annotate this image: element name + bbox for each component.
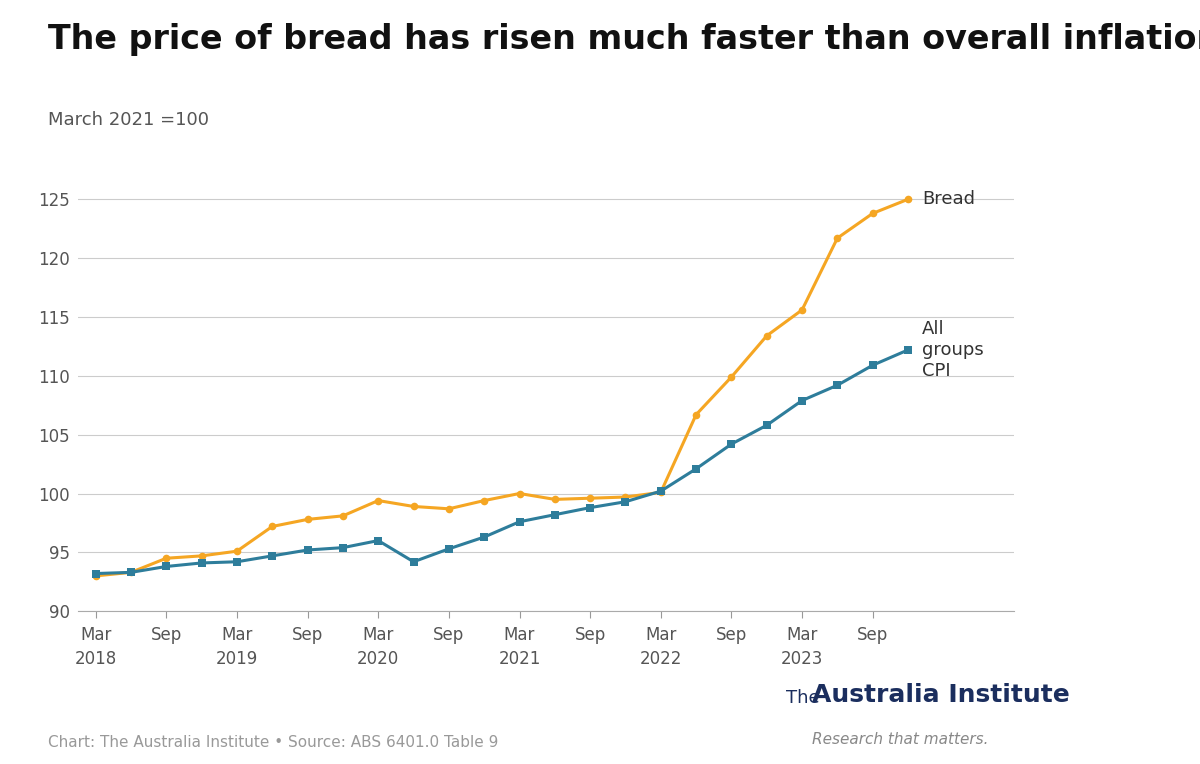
Text: Chart: The Australia Institute • Source: ABS 6401.0 Table 9: Chart: The Australia Institute • Source:… [48,735,498,750]
Text: The: The [786,688,820,707]
Text: Australia Institute: Australia Institute [812,683,1070,707]
Text: All
groups
CPI: All groups CPI [922,320,984,380]
Text: Research that matters.: Research that matters. [812,732,989,747]
Text: The price of bread has risen much faster than overall inflation: The price of bread has risen much faster… [48,23,1200,56]
Text: March 2021 =100: March 2021 =100 [48,111,209,129]
Text: Bread: Bread [922,190,976,209]
